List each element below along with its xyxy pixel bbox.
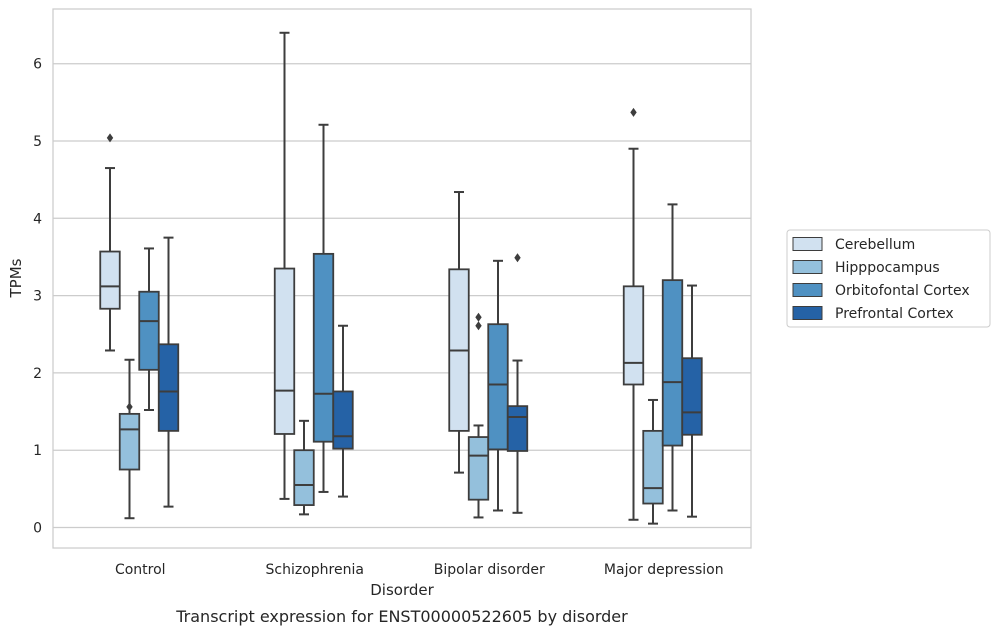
y-tick-label: 1 [33,443,42,459]
box-iqr [99,250,121,310]
box-iqr [293,449,315,506]
legend-swatch [792,283,823,297]
y-axis-label: TPMs [7,258,25,298]
chart-caption: Transcript expression for ENST0000052260… [175,607,628,626]
outlier-point [126,402,133,412]
box-orbitofontal-cortex [487,259,509,512]
legend-label: Cerebellum [835,237,915,253]
box-cerebellum [273,31,296,500]
y-tick-label: 0 [33,521,42,537]
box-iqr [642,429,664,505]
x-axis-label: Disorder [370,581,434,599]
legend-swatch [792,237,823,251]
box-iqr [273,267,296,435]
box-orbitofontal-cortex [661,203,684,512]
box-iqr [506,405,529,452]
box-prefrontal-cortex [157,236,180,508]
x-tick-label: Bipolar disorder [434,562,545,578]
box-prefrontal-cortex [681,284,703,518]
outlier-point [630,107,637,117]
legend-swatch [792,306,823,320]
box-cerebellum [99,133,121,352]
box-iqr [312,252,335,443]
legend: Cerebellum Hipppocampus Orbitofontal Corte… [786,229,991,328]
box-hipppocampus [118,358,141,520]
box-iqr [661,279,684,447]
x-tick-label: Schizophrenia [266,562,364,578]
y-tick-label: 3 [33,289,42,305]
box-prefrontal-cortex [332,324,354,498]
box-hipppocampus [642,398,664,525]
box-iqr [138,290,160,371]
box-hipppocampus [467,312,490,519]
box-iqr [681,357,703,436]
legend-swatch [792,260,823,274]
outlier-point [514,253,521,263]
outlier-point [106,133,114,143]
outlier-point [475,312,482,322]
plot-frame [52,8,752,549]
legend-label: Hipppocampus [835,260,940,276]
box-prefrontal-cortex [506,253,529,514]
outlier-point [475,321,482,331]
x-tick-label: Control [115,562,166,578]
x-tick-label: Major depression [604,562,724,578]
box-hipppocampus [293,419,315,516]
box-iqr [487,323,509,451]
legend-label: Prefrontal Cortex [835,306,954,322]
y-tick-label: 5 [33,134,42,150]
box-iqr [118,412,141,471]
legend-label: Orbitofontal Cortex [835,283,970,299]
box-cerebellum [448,191,470,474]
box-iqr [332,390,354,450]
box-orbitofontal-cortex [138,247,160,412]
box-orbitofontal-cortex [312,123,335,493]
boxes [99,31,703,525]
y-tick-labels: 0 1 2 3 4 5 6 [33,57,42,537]
x-tick-labels: Control Schizophrenia Bipolar disorder Majo… [115,562,724,578]
y-tick-label: 4 [33,211,42,227]
legend-frame [786,229,991,328]
box-iqr [467,436,490,501]
box-cerebellum [622,107,645,521]
y-tick-label: 2 [33,366,42,382]
y-tick-label: 6 [33,57,42,73]
box-iqr [157,343,180,432]
box-iqr [622,285,645,386]
